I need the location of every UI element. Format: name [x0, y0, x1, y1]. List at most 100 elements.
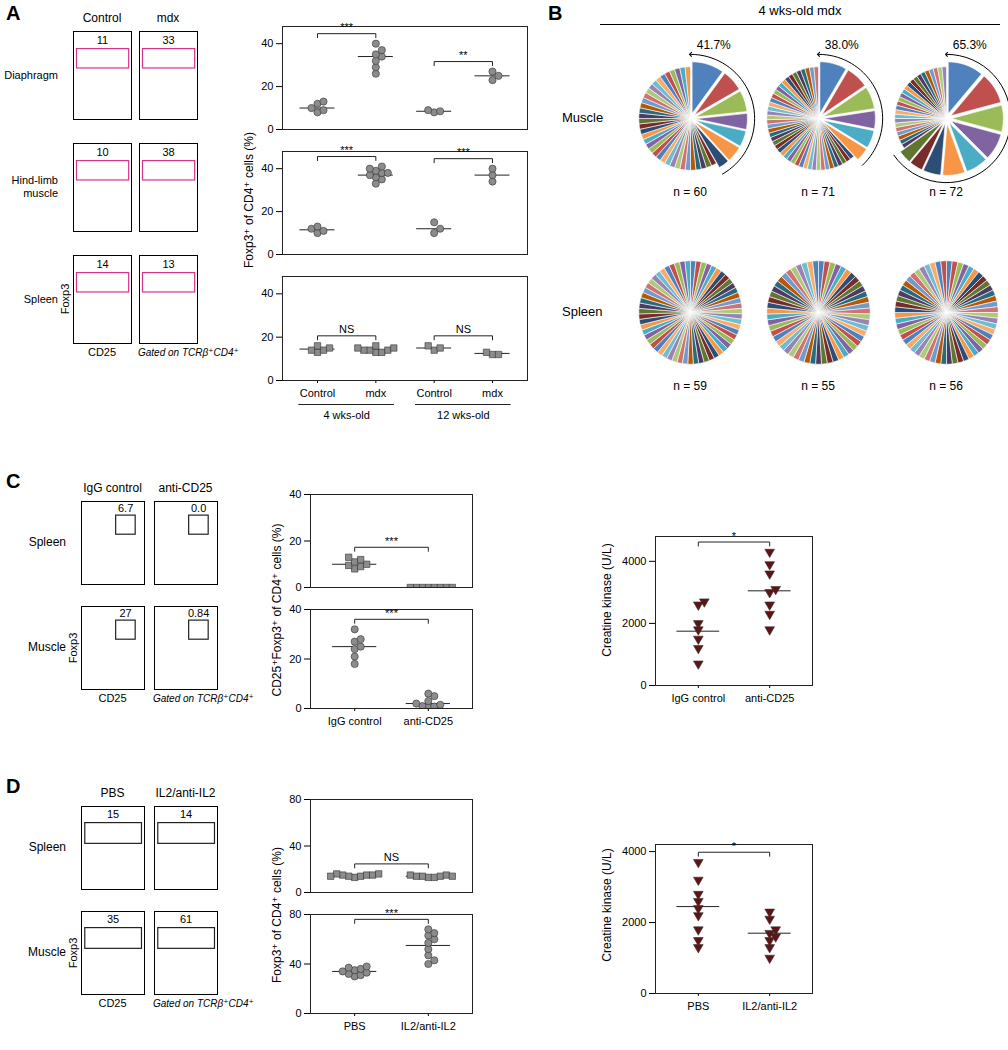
html-text:mdx: mdx	[156, 11, 180, 25]
svg-text:IgG control: IgG control	[328, 715, 382, 727]
svg-text:15: 15	[107, 808, 119, 820]
svg-text:10: 10	[96, 146, 108, 158]
svg-text:0: 0	[295, 581, 301, 593]
html-text:Spleen: Spleen	[562, 303, 603, 319]
html-text:n = 55: n = 55	[801, 379, 835, 393]
html-text:PBS: PBS	[100, 786, 125, 800]
svg-text:***: ***	[457, 146, 471, 158]
svg-text:***: ***	[340, 21, 354, 33]
svg-text:***: ***	[340, 144, 354, 156]
svg-text:11: 11	[97, 34, 108, 46]
html-text:Hind-limb muscle: Hind-limb muscle	[11, 174, 58, 199]
html-text:n = 60: n = 60	[673, 185, 707, 199]
svg-text:2000: 2000	[622, 916, 646, 928]
svg-text:41.7%: 41.7%	[697, 38, 731, 52]
svg-text:IgG control: IgG control	[671, 692, 725, 704]
svg-text:38.0%: 38.0%	[825, 38, 859, 52]
svg-text:33: 33	[162, 34, 174, 46]
html-text:Control: Control	[82, 11, 122, 25]
html-text:Muscle: Muscle	[28, 944, 66, 959]
svg-text:80: 80	[289, 793, 301, 805]
html-text:n = 59: n = 59	[673, 379, 707, 393]
svg-text:40: 40	[289, 958, 301, 970]
html-text:anti-CD25: anti-CD25	[158, 481, 213, 495]
svg-text:0: 0	[267, 123, 273, 135]
html-text:Creatine kinase (U/L): Creatine kinase (U/L)	[600, 848, 615, 962]
svg-text:0: 0	[267, 374, 273, 386]
html-text:Foxp3⁺ of CD4⁺ cells (%): Foxp3⁺ of CD4⁺ cells (%)	[242, 132, 257, 268]
svg-text:NS: NS	[456, 323, 471, 335]
svg-text:Control: Control	[416, 387, 451, 399]
svg-text:20: 20	[261, 331, 273, 343]
svg-text:anti-CD25: anti-CD25	[745, 692, 795, 704]
svg-text:20: 20	[261, 205, 273, 217]
svg-text:***: ***	[385, 535, 399, 547]
svg-text:20: 20	[289, 535, 301, 547]
html-text:B: B	[548, 2, 563, 24]
svg-text:0.0: 0.0	[191, 502, 206, 514]
svg-text:20: 20	[261, 80, 273, 92]
svg-text:38: 38	[162, 146, 174, 158]
svg-text:mdx: mdx	[482, 387, 503, 399]
svg-text:14: 14	[180, 808, 192, 820]
svg-text:PBS: PBS	[687, 1000, 709, 1012]
svg-text:6.7: 6.7	[118, 502, 133, 514]
html-text:Spleen: Spleen	[28, 534, 66, 549]
html-text:Creatine kinase (U/L): Creatine kinase (U/L)	[600, 543, 615, 657]
html-text:IgG control: IgG control	[83, 481, 142, 495]
svg-text:NS: NS	[384, 851, 399, 863]
html-text:Spleen: Spleen	[28, 839, 66, 854]
html-text:Muscle: Muscle	[28, 639, 66, 654]
svg-text:NS: NS	[339, 323, 354, 335]
svg-text:40: 40	[289, 488, 301, 500]
html-text:Diaphragm: Diaphragm	[4, 68, 58, 81]
html-text:n = 56: n = 56	[929, 379, 963, 393]
svg-text:anti-CD25: anti-CD25	[404, 715, 454, 727]
svg-text:mdx: mdx	[365, 387, 386, 399]
svg-text:***: ***	[385, 607, 399, 619]
html-text:n = 71: n = 71	[801, 185, 835, 199]
svg-text:0: 0	[295, 886, 301, 898]
svg-text:PBS: PBS	[344, 1020, 366, 1032]
svg-text:40: 40	[289, 840, 301, 852]
svg-text:*: *	[732, 530, 737, 542]
svg-text:IL2/anti-IL2: IL2/anti-IL2	[742, 1000, 797, 1012]
html-text:A: A	[6, 2, 21, 24]
svg-text:Control: Control	[300, 387, 335, 399]
svg-text:IL2/anti-IL2: IL2/anti-IL2	[401, 1020, 456, 1032]
html-text:C: C	[6, 470, 21, 492]
svg-text:0: 0	[267, 248, 273, 260]
svg-text:0: 0	[640, 987, 646, 999]
svg-text:***: ***	[385, 907, 399, 919]
svg-text:*: *	[732, 840, 737, 852]
html-text:4 wks-old mdx: 4 wks-old mdx	[758, 3, 842, 18]
svg-text:40: 40	[261, 37, 273, 49]
svg-text:0: 0	[640, 679, 646, 691]
html-text:Muscle: Muscle	[562, 109, 604, 125]
svg-text:80: 80	[289, 908, 301, 920]
svg-text:14: 14	[96, 258, 108, 270]
svg-text:2000: 2000	[622, 617, 646, 629]
html-text:D: D	[6, 775, 21, 797]
html-text:IL2/anti-IL2: IL2/anti-IL2	[155, 786, 216, 800]
svg-text:4000: 4000	[622, 555, 646, 567]
svg-text:40: 40	[289, 603, 301, 615]
svg-text:0: 0	[295, 702, 301, 714]
svg-text:61: 61	[180, 913, 192, 925]
svg-text:65.3%: 65.3%	[953, 38, 987, 52]
svg-text:0.84: 0.84	[188, 607, 209, 619]
html-text:CD25⁺Foxp3⁺ of CD4⁺ cells (%): CD25⁺Foxp3⁺ of CD4⁺ cells (%)	[270, 523, 285, 697]
svg-text:0: 0	[295, 1007, 301, 1019]
svg-text:13: 13	[162, 258, 174, 270]
svg-text:35: 35	[107, 913, 119, 925]
svg-text:**: **	[459, 49, 468, 61]
svg-text:4 wks-old: 4 wks-old	[323, 409, 369, 421]
html-text:Foxp3⁺ of CD4⁺ cells (%): Foxp3⁺ of CD4⁺ cells (%)	[270, 847, 285, 983]
svg-text:12 wks-old: 12 wks-old	[437, 409, 490, 421]
html-text:n = 72: n = 72	[929, 185, 963, 199]
svg-text:40: 40	[261, 287, 273, 299]
svg-text:27: 27	[119, 607, 131, 619]
svg-text:40: 40	[261, 162, 273, 174]
svg-text:4000: 4000	[622, 845, 646, 857]
svg-text:20: 20	[289, 653, 301, 665]
